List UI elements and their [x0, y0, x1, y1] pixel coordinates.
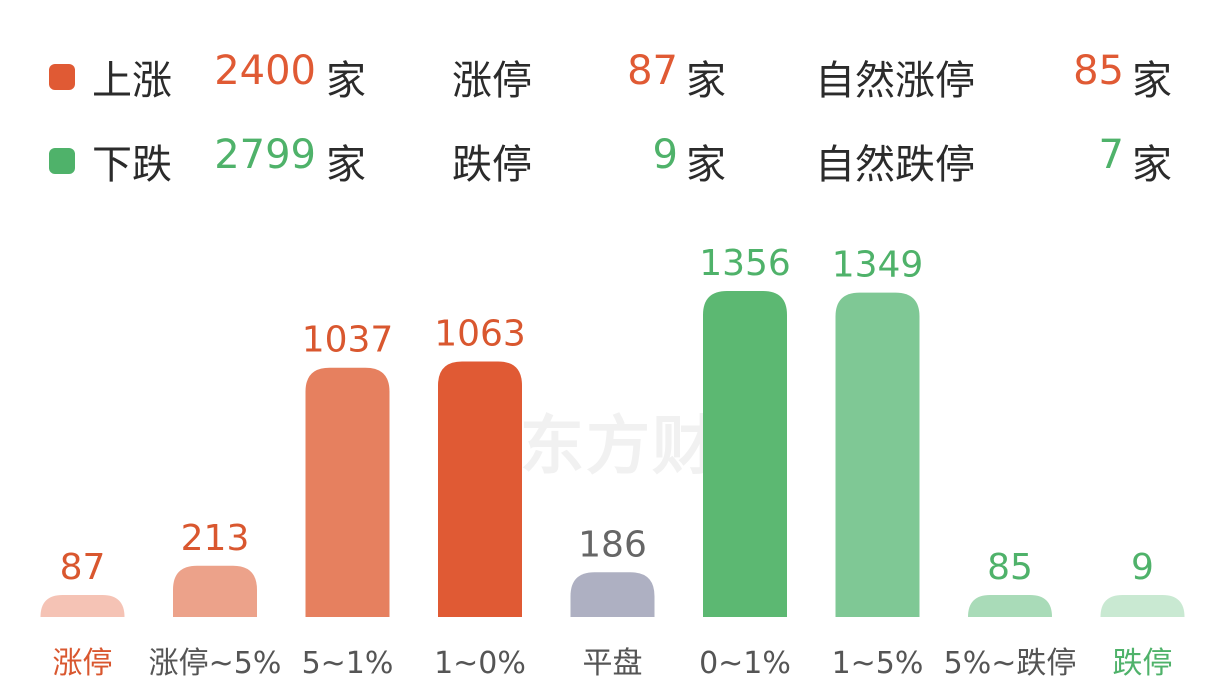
- bar-value-label: 1349: [832, 245, 924, 286]
- limit-up-label: 涨停: [452, 58, 532, 104]
- category-label: 5~1%: [302, 646, 394, 681]
- down-unit: 家: [326, 142, 366, 188]
- bar-1: [173, 565, 257, 617]
- bar-6: [835, 292, 920, 617]
- bar-2: [305, 367, 390, 617]
- watermark: 东方财: [520, 410, 718, 484]
- bar-value-label: 1356: [699, 243, 791, 284]
- bar-3: [438, 361, 522, 617]
- bar-0: [40, 595, 125, 617]
- bar-value-label: 1063: [434, 313, 526, 354]
- up-legend-marker: [49, 64, 75, 90]
- up-unit: 家: [326, 58, 366, 104]
- category-label: 涨停~5%: [149, 646, 282, 681]
- summary-row-down: 下跌 2799 家 跌停 9 家 自然跌停 7 家: [0, 124, 1224, 188]
- category-label: 涨停: [53, 646, 113, 681]
- limit-down-count: 9: [652, 132, 678, 178]
- natural-limit-down-unit: 家: [1132, 142, 1172, 188]
- category-label: 1~5%: [832, 646, 924, 681]
- natural-limit-down-label: 自然跌停: [815, 142, 975, 188]
- natural-limit-up-unit: 家: [1132, 58, 1172, 104]
- bar-value-label: 1037: [302, 320, 394, 361]
- limit-down-unit: 家: [686, 142, 726, 188]
- up-count: 2400: [214, 48, 316, 94]
- summary-row-up: 上涨 2400 家 涨停 87 家 自然涨停 85 家: [0, 40, 1224, 104]
- bar-value-label: 87: [60, 547, 106, 588]
- category-label: 跌停: [1113, 646, 1173, 681]
- down-legend-marker: [49, 148, 75, 174]
- natural-limit-up-label: 自然涨停: [815, 58, 975, 104]
- category-label: 0~1%: [699, 646, 791, 681]
- category-label: 1~0%: [434, 646, 526, 681]
- down-count: 2799: [214, 132, 316, 178]
- bar-value-label: 186: [578, 524, 647, 565]
- up-label: 上涨: [92, 58, 172, 104]
- bar-value-label: 9: [1131, 547, 1154, 588]
- limit-up-unit: 家: [686, 58, 726, 104]
- natural-limit-up-count: 85: [1073, 48, 1124, 94]
- bar-value-label: 213: [181, 518, 250, 559]
- bar-8: [1100, 595, 1185, 617]
- down-label: 下跌: [92, 142, 172, 188]
- bar-5: [703, 291, 787, 617]
- limit-up-count: 87: [627, 48, 678, 94]
- bar-4: [570, 572, 655, 617]
- limit-down-label: 跌停: [452, 142, 532, 188]
- natural-limit-down-count: 7: [1098, 132, 1124, 178]
- bar-value-label: 85: [987, 547, 1033, 588]
- bar-7: [968, 595, 1052, 617]
- category-label: 5%~跌停: [944, 646, 1077, 681]
- category-label: 平盘: [583, 646, 643, 681]
